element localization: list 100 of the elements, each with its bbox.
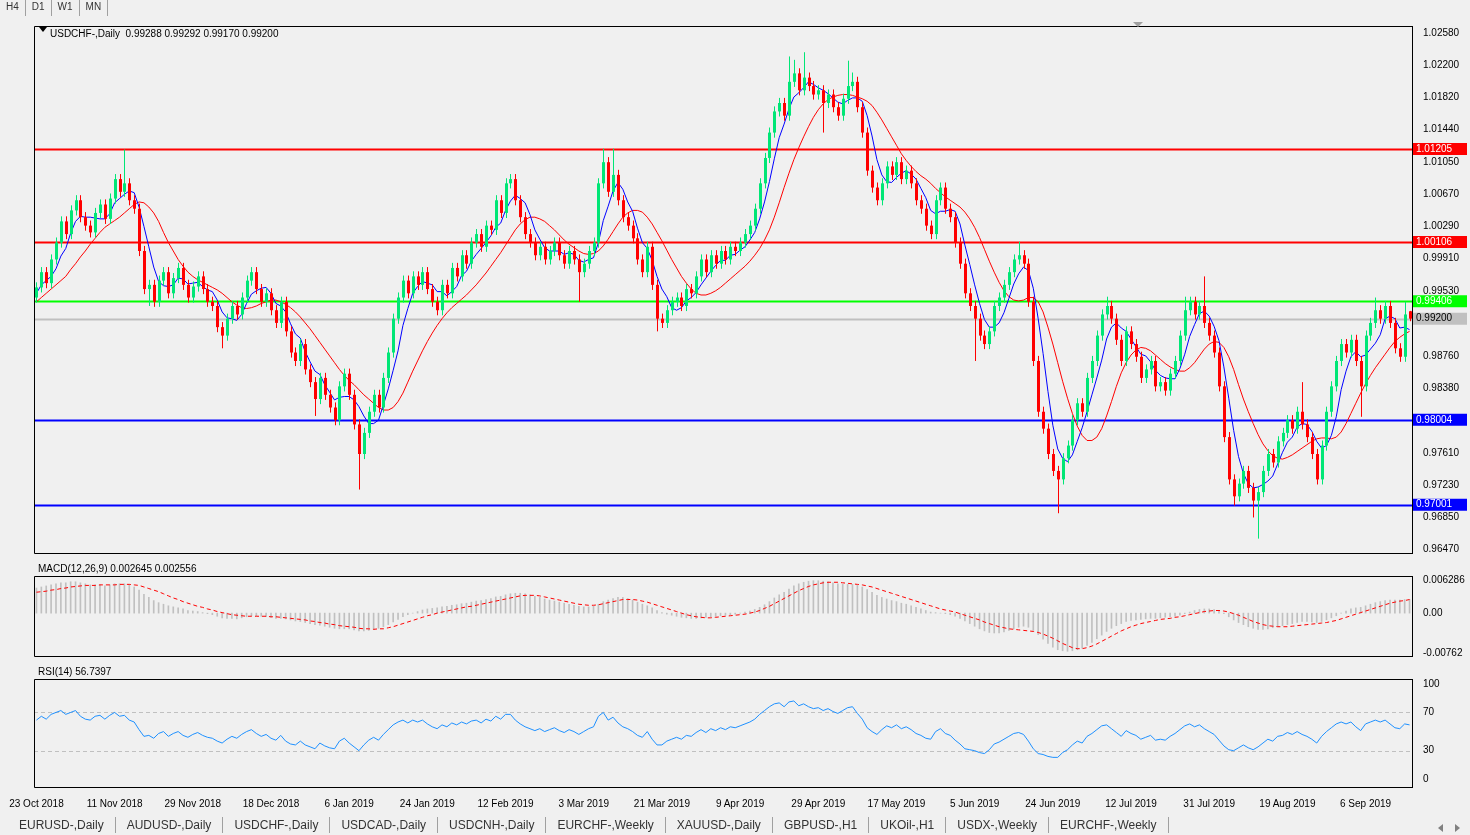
candlestick [744,228,747,249]
candlestick [1350,334,1353,359]
y-tick-label: 0.98380 [1423,381,1460,393]
candlestick [50,253,53,289]
candlestick [45,266,48,289]
candlestick [309,363,312,388]
candlestick [1238,478,1241,502]
candlestick [1267,448,1270,477]
candlestick [715,249,718,270]
candlestick [1213,330,1216,359]
candlestick [329,389,332,414]
y-tick-label: 0 [1423,773,1429,785]
candlestick [641,253,644,278]
candlestick [1052,448,1055,477]
candlestick [417,270,420,291]
y-tick-label: -0.00762 [1423,646,1463,658]
text: GBPUSD-,H1 [772,817,870,833]
ref-line-label: 0.99406 [1416,295,1453,307]
candlestick [123,149,126,198]
candlestick [1150,355,1153,376]
ref-line-label: 1.00106 [1416,235,1453,247]
candlestick [192,280,195,304]
candlestick [280,296,283,329]
candlestick [705,253,708,278]
y-tick-label: 1.01050 [1423,155,1460,167]
candlestick [1257,486,1260,540]
y-tick-label: 0.96850 [1423,511,1460,523]
y-tick-label: 1.02200 [1423,58,1460,70]
candlestick [729,241,732,266]
candlestick [930,220,933,240]
candlestick [983,330,986,350]
candlestick [250,266,253,287]
candlestick [70,204,73,240]
candlestick [99,198,102,219]
chart-title: MACD(12,26,9) 0.002645 0.002556 [38,562,197,574]
text: AUDUSD-,Daily [115,817,224,833]
candlestick [65,215,68,240]
candlestick [35,281,38,304]
candlestick [783,97,786,122]
candlestick [1384,300,1387,325]
x-tick-label: 3 Mar 2019 [558,797,610,809]
candlestick [255,266,258,295]
x-tick-label: 12 Jul 2019 [1105,797,1158,809]
candlestick [1130,325,1133,350]
candlestick [368,406,371,439]
candlestick [1345,338,1348,359]
candlestick [446,279,449,299]
candlestick [324,372,327,401]
candlestick [1208,317,1211,342]
candlestick [133,194,136,215]
candlestick [1120,334,1123,367]
candlestick [1062,452,1065,485]
candlestick [886,160,889,189]
candlestick [216,300,219,333]
x-tick-label: 9 Apr 2019 [715,797,765,809]
candlestick [475,228,478,249]
candlestick [79,194,82,223]
candlestick [1286,414,1289,439]
candlestick [314,376,317,417]
candlestick [84,211,87,232]
candlestick [700,253,703,282]
candlestick [1135,338,1138,363]
candlestick [666,304,669,329]
candlestick [827,88,830,109]
candlestick [236,300,239,321]
candlestick [128,177,131,206]
candlestick [563,249,566,270]
candlestick [187,279,190,304]
chart-title: USDCHF-,Daily 0.99288 0.99292 0.99170 0.99200 [50,27,279,39]
candlestick [739,236,742,257]
candlestick [148,279,151,307]
candlestick [1189,296,1192,316]
candlestick [1169,368,1172,397]
candlestick [1247,465,1250,494]
candlestick [808,72,811,92]
candlestick [1301,381,1304,430]
text: EURCHF-,Weekly [1049,817,1169,833]
candlestick [1198,300,1201,321]
y-tick-label: 0.006286 [1423,574,1466,586]
x-tick-label: 19 Aug 2019 [1259,797,1316,809]
candlestick [573,245,576,266]
candlestick [915,177,918,206]
candlestick [1194,296,1197,321]
candlestick [519,194,522,223]
chart-title: RSI(14) 56.7397 [38,665,112,677]
candlestick [1057,465,1060,514]
candlestick [1242,465,1245,490]
candlestick [900,156,903,185]
candlestick [754,203,757,232]
candlestick [895,156,898,181]
candlestick [167,266,170,299]
candlestick [109,192,112,225]
candlestick [221,321,224,349]
y-tick-label: 1.00290 [1423,220,1460,232]
candlestick [290,325,293,359]
candlestick [622,194,625,223]
candlestick [75,194,78,216]
candlestick [1164,376,1167,397]
text: D1 [25,0,52,16]
y-tick-label: 0.00 [1423,606,1443,618]
